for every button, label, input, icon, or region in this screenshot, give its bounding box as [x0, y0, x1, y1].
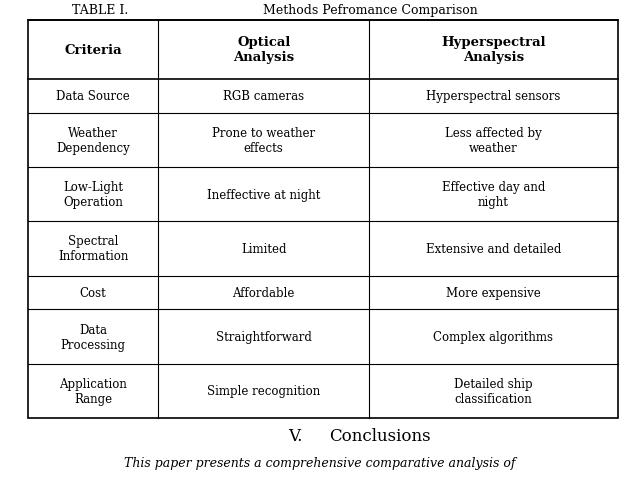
Text: Simple recognition: Simple recognition: [207, 385, 321, 398]
Text: Spectral
Information: Spectral Information: [58, 235, 129, 263]
Text: Detailed ship
classification: Detailed ship classification: [454, 377, 532, 405]
Text: Weather
Dependency: Weather Dependency: [56, 126, 130, 155]
Text: V.: V.: [288, 427, 302, 445]
Text: Low-Light
Operation: Low-Light Operation: [63, 181, 124, 209]
Text: Methods Pefromance Comparison: Methods Pefromance Comparison: [262, 4, 477, 18]
Text: Ineffective at night: Ineffective at night: [207, 188, 321, 201]
Text: Data Source: Data Source: [56, 90, 130, 103]
Text: Complex algorithms: Complex algorithms: [433, 330, 554, 344]
Text: TABLE I.: TABLE I.: [72, 4, 128, 18]
Text: Application
Range: Application Range: [60, 377, 127, 405]
Text: Optical
Analysis: Optical Analysis: [233, 36, 294, 64]
Text: Hyperspectral sensors: Hyperspectral sensors: [426, 90, 561, 103]
Text: Limited: Limited: [241, 243, 287, 255]
Text: Less affected by
weather: Less affected by weather: [445, 126, 542, 155]
Text: Criteria: Criteria: [65, 44, 122, 57]
Bar: [28, 21, 618, 418]
Text: RGB cameras: RGB cameras: [223, 90, 304, 103]
Text: Cost: Cost: [80, 286, 107, 299]
Text: This paper presents a comprehensive comparative analysis of: This paper presents a comprehensive comp…: [124, 457, 516, 469]
Text: Effective day and
night: Effective day and night: [442, 181, 545, 209]
Text: Hyperspectral
Analysis: Hyperspectral Analysis: [441, 36, 546, 64]
Text: More expensive: More expensive: [446, 286, 541, 299]
Text: Prone to weather
effects: Prone to weather effects: [212, 126, 316, 155]
Text: Extensive and detailed: Extensive and detailed: [426, 243, 561, 255]
Text: Conclusions: Conclusions: [329, 427, 431, 445]
Text: Straightforward: Straightforward: [216, 330, 312, 344]
Text: Affordable: Affordable: [232, 286, 295, 299]
Text: Data
Processing: Data Processing: [61, 323, 125, 351]
